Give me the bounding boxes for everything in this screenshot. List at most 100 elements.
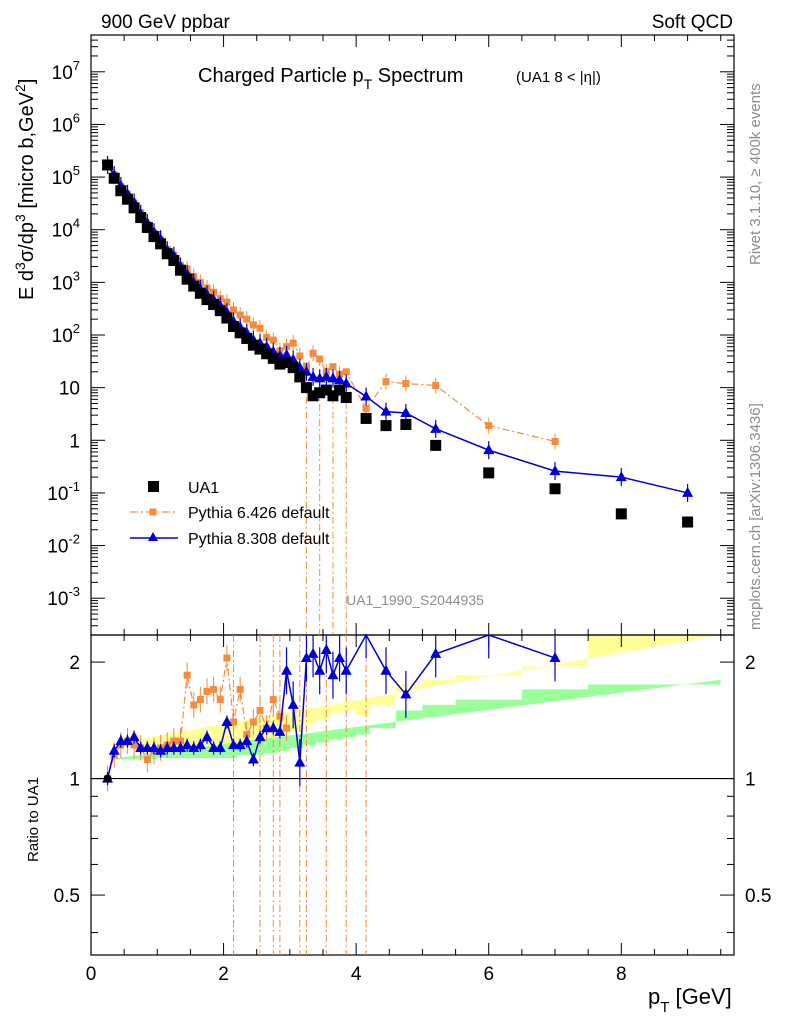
ratio-band-outer xyxy=(104,635,721,746)
y-tick-label-exponent: -3 xyxy=(68,584,80,599)
ua1-point xyxy=(155,238,167,250)
pythia8-ratio-point xyxy=(307,647,319,658)
pythia8-ratio-point xyxy=(128,731,140,742)
y-tick-label-exponent: 4 xyxy=(73,216,80,231)
pythia8-point xyxy=(483,444,495,455)
pythia8-point xyxy=(549,465,561,476)
pythia8-point xyxy=(615,471,627,482)
legend-marker-pythia6 xyxy=(149,508,157,516)
pythia8-ratio-point xyxy=(148,741,160,752)
pythia8-ratio-point xyxy=(334,651,346,662)
analysis-tag: UA1_1990_S2044935 xyxy=(346,592,484,608)
ua1-point xyxy=(307,390,319,402)
y-tick-label: 104 xyxy=(52,216,80,242)
header-right-title: Soft QCD xyxy=(652,12,733,33)
pythia8-ratio-point xyxy=(214,741,226,752)
pythia8-ratio-point xyxy=(234,739,246,750)
pythia6-point xyxy=(551,437,559,445)
pythia6-ratio-point xyxy=(230,718,238,726)
ratio-tick-label-left: 0.5 xyxy=(54,886,80,907)
y-tick-label: 10 xyxy=(59,379,80,400)
ua1-point xyxy=(201,294,213,306)
y-tick-label-exponent: 5 xyxy=(73,163,80,178)
pythia8-ratio-point xyxy=(380,664,392,675)
plot-title-main: Charged Particle p xyxy=(198,65,364,87)
ua1-point xyxy=(228,321,240,333)
pythia8-ratio-point xyxy=(294,756,306,767)
y-tick-label-base: 10 xyxy=(52,115,73,136)
ratio-band-outer-area xyxy=(104,635,721,746)
pythia6-point xyxy=(362,405,370,413)
ua1-point xyxy=(287,362,299,374)
legend: UA1 Pythia 6.426 default Pythia 8.308 de… xyxy=(130,480,330,548)
y-tick-label: 1 xyxy=(69,431,80,452)
ua1-point xyxy=(334,384,346,396)
pythia8-ratio-point xyxy=(194,739,206,750)
ua1-point xyxy=(102,159,114,171)
pythia8-ratio-point xyxy=(281,664,293,675)
y-tick-label: 10-2 xyxy=(47,532,80,558)
ua1-point xyxy=(188,280,200,292)
pythia8-ratio-point xyxy=(221,716,233,727)
ua1-point xyxy=(549,483,561,495)
ua1-point xyxy=(327,390,339,402)
pythia8-point xyxy=(307,370,319,381)
pythia6-point xyxy=(309,349,317,357)
pythia8-ratio-point xyxy=(155,744,167,755)
pythia6-point xyxy=(432,381,440,389)
pythia8-point xyxy=(334,373,346,384)
pythia8-ratio-point xyxy=(340,664,352,675)
pythia8-ratio-point xyxy=(121,735,133,746)
ua1-point xyxy=(254,343,266,355)
ua1-point xyxy=(214,305,226,317)
ua1-point xyxy=(267,352,279,364)
pythia6-ratio-point xyxy=(190,701,198,709)
x-axis-label-main: p xyxy=(648,984,660,1009)
ua1-point xyxy=(400,418,412,430)
y-tick-label-base: 10 xyxy=(47,589,68,610)
pythia8-point xyxy=(380,405,392,416)
plot-title-rest: Spectrum xyxy=(372,65,463,87)
y-tick-label-exponent: 3 xyxy=(73,268,80,283)
ratio-tick-label-left: 1 xyxy=(69,770,80,791)
pythia6-ratio-series xyxy=(104,635,367,955)
pythia8-point xyxy=(400,406,412,417)
pythia6-point xyxy=(485,422,493,430)
legend-marker-pythia8 xyxy=(148,532,158,541)
rivet-label: Rivet 3.1.10, ≥ 400k events xyxy=(747,83,764,265)
ua1-point xyxy=(148,231,160,243)
ua1-series xyxy=(102,159,694,528)
y-tick-label-base: 10 xyxy=(52,63,73,84)
y-tick-label: 102 xyxy=(52,321,80,347)
ua1-point xyxy=(208,298,220,310)
ua1-point xyxy=(261,348,273,360)
y-tick-label: 10-1 xyxy=(47,479,80,505)
pythia6-point xyxy=(249,321,257,329)
pythia8-ratio-point xyxy=(254,731,266,742)
ua1-point xyxy=(294,371,306,383)
ua1-point xyxy=(234,327,246,339)
axis-tick-labels: 0 2 4 6 810-310-210-11101021031041051061070.… xyxy=(47,58,771,985)
y-tick-label-base: 10 xyxy=(52,326,73,347)
pythia8-ratio-point xyxy=(201,731,213,742)
ua1-point xyxy=(135,212,147,224)
ua1-point xyxy=(430,439,442,451)
pythia6-ratio-point xyxy=(176,737,184,745)
ua1-point xyxy=(247,339,259,351)
pythia6-ratio-point xyxy=(143,756,151,764)
pythia8-point xyxy=(360,390,372,401)
legend-label-pythia6: Pythia 6.426 default xyxy=(188,505,330,522)
pythia8-ratio-point xyxy=(181,739,193,750)
pythia8-ratio-point xyxy=(188,741,200,752)
ratio-data-point xyxy=(103,774,112,783)
pythia6-ratio-point xyxy=(283,724,291,732)
y-axis-label: E d3σ/dp3 [micro b,GeV2] xyxy=(12,79,38,300)
pythia6-ratio-point xyxy=(210,685,218,693)
pythia6-ratio-point xyxy=(170,737,178,745)
ua1-point xyxy=(360,412,372,424)
ua1-point xyxy=(128,202,140,214)
x-tick-label: 4 xyxy=(351,964,362,985)
ua1-point xyxy=(115,185,127,197)
ua1-point xyxy=(168,255,180,267)
